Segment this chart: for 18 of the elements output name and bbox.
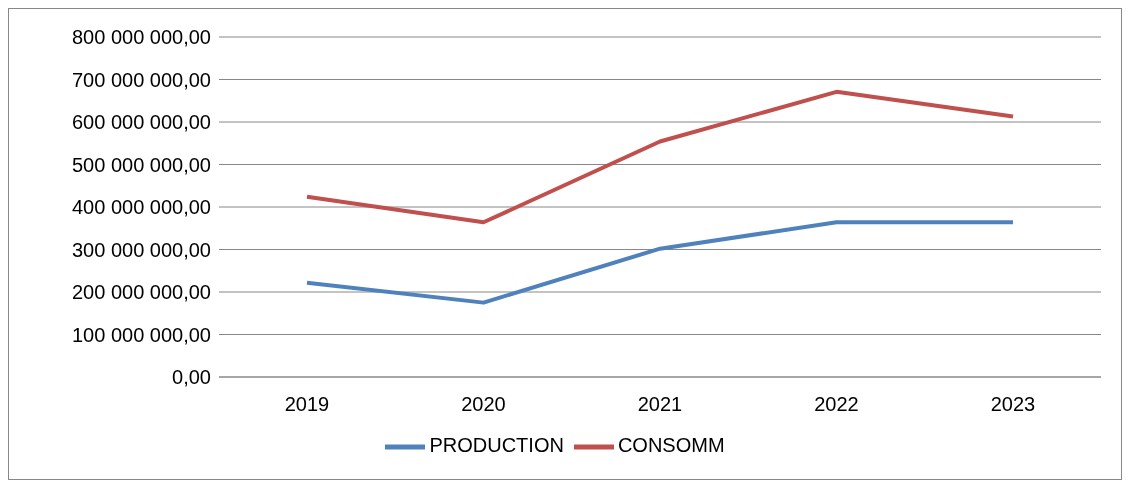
x-tick-label: 2023: [990, 393, 1036, 416]
y-tick-label: 800 000 000,00: [71, 26, 211, 49]
x-tick-label: 2020: [461, 393, 506, 416]
y-tick-label: 600 000 000,00: [71, 111, 211, 134]
y-tick-label: 300 000 000,00: [71, 238, 211, 261]
x-tick-label: 2022: [814, 393, 859, 416]
line-series: [305, 89, 1015, 225]
y-tick-label: 400 000 000,00: [71, 196, 211, 219]
x-tick-label: 2019: [284, 393, 330, 416]
y-tick-label: 500 000 000,00: [71, 153, 211, 176]
y-tick-label: 200 000 000,00: [71, 281, 211, 304]
line-series: [305, 220, 1015, 305]
y-tick-label: 700 000 000,00: [71, 68, 211, 91]
x-tick-label: 2021: [637, 393, 683, 416]
y-tick-label: 100 000 000,00: [71, 323, 211, 346]
y-tick-label: 0,00: [172, 366, 211, 389]
legend-label: CONSOMM: [617, 434, 725, 457]
legend-label: PRODUCTION: [429, 434, 564, 457]
